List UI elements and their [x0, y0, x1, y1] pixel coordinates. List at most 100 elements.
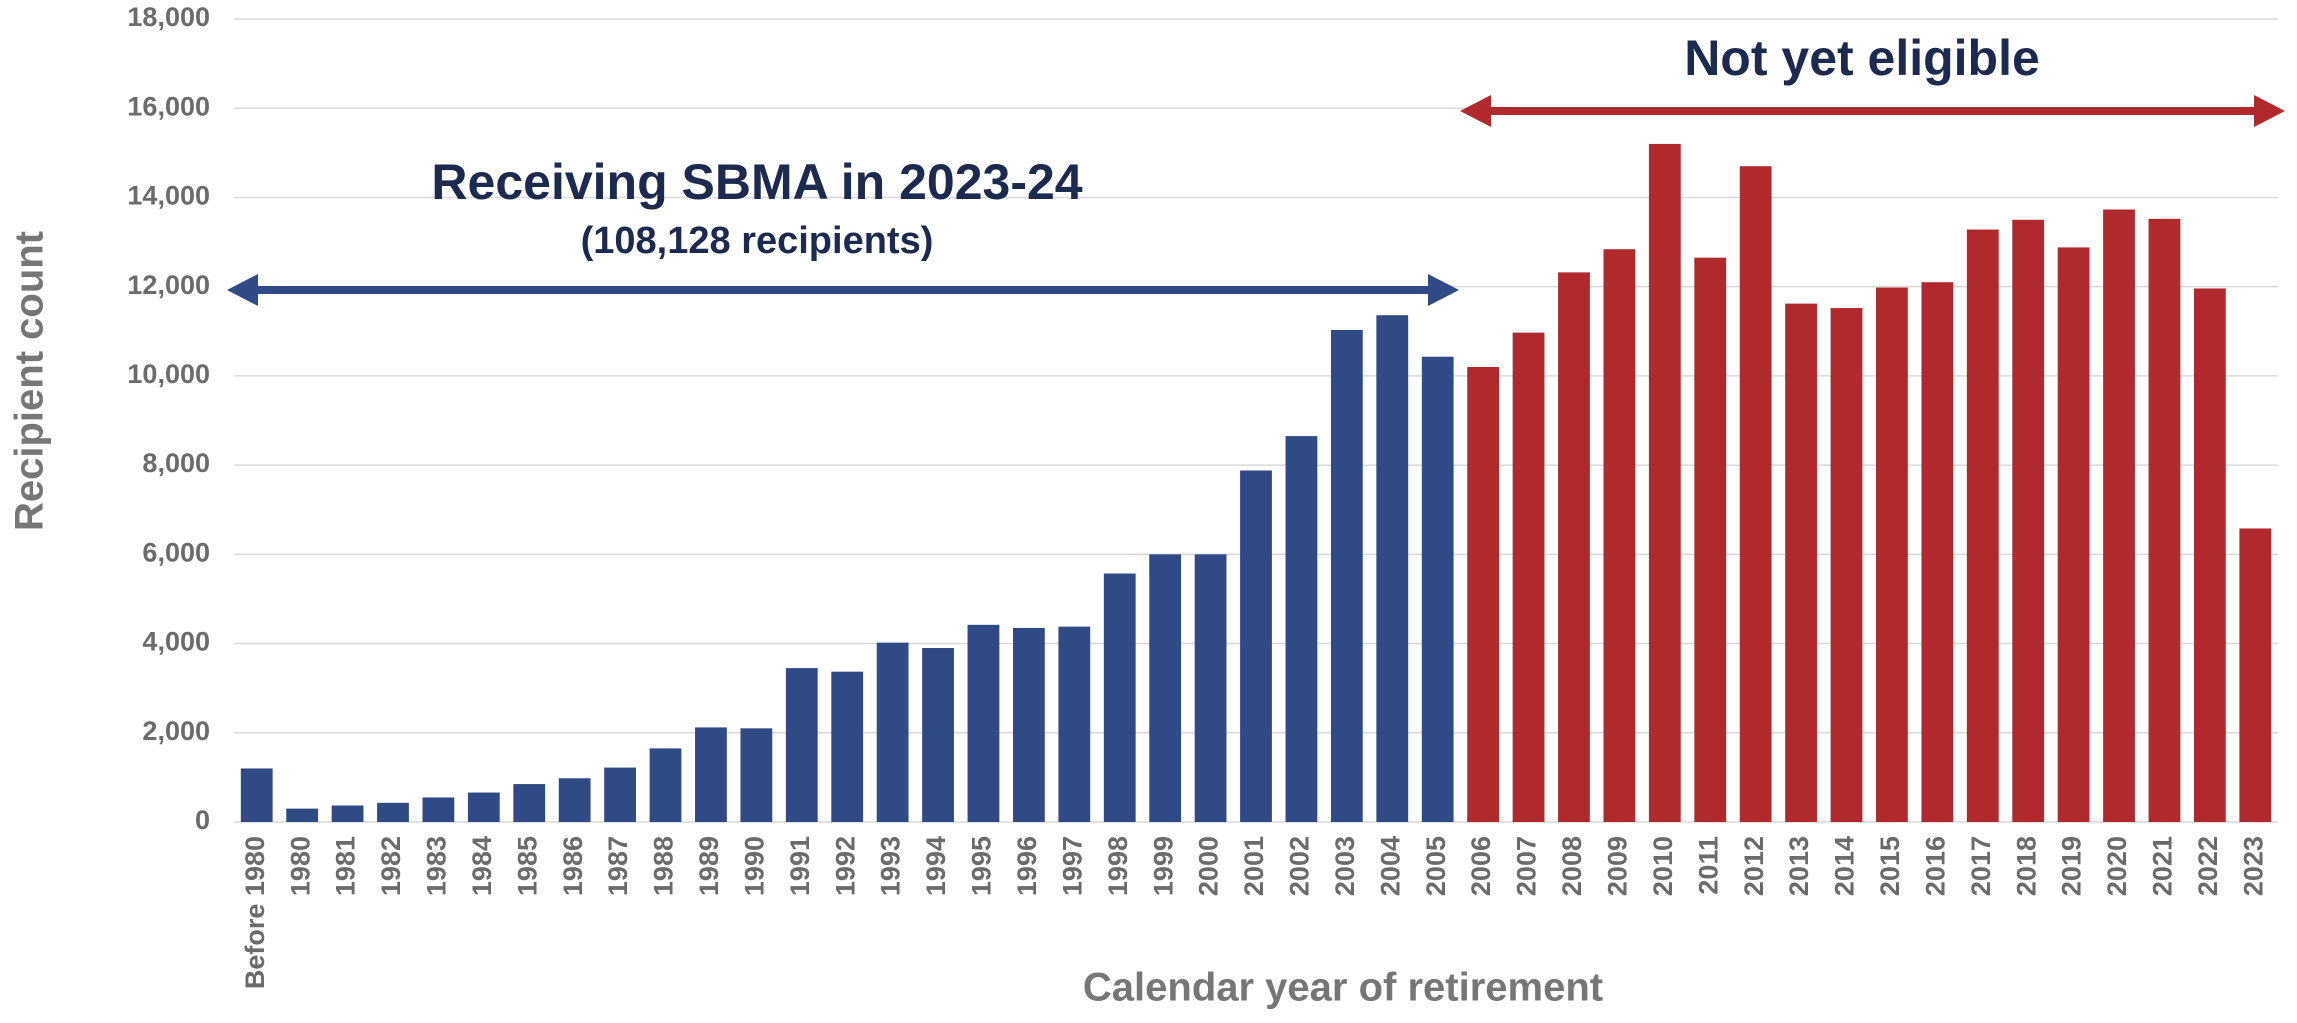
- x-tick-label: 2014: [1830, 836, 1860, 896]
- bar: [1830, 308, 1863, 823]
- bar: [1421, 356, 1454, 822]
- x-tick-label: 2019: [2057, 836, 2087, 896]
- bar: [331, 805, 364, 822]
- bar: [1876, 287, 1908, 822]
- bar: [695, 727, 727, 822]
- bar: [1194, 554, 1227, 822]
- bar: [377, 802, 409, 822]
- x-tick-label: 1981: [331, 836, 361, 896]
- bar: [1240, 470, 1272, 822]
- bar: [2103, 209, 2135, 822]
- bar: [467, 792, 500, 822]
- annotation: (108,128 recipients): [581, 220, 934, 262]
- y-tick-label: 2,000: [142, 716, 210, 746]
- x-tick-label: 1992: [830, 836, 860, 896]
- bar: [1149, 554, 1182, 822]
- x-tick-label: 2003: [1330, 836, 1360, 896]
- bar: [604, 767, 636, 822]
- x-tick-label: 1991: [785, 836, 815, 896]
- x-tick-label: 2021: [2148, 836, 2178, 896]
- x-tick-label: 1995: [967, 836, 997, 896]
- x-tick-label: 2009: [1603, 836, 1633, 896]
- x-tick-label: 2020: [2102, 836, 2132, 896]
- x-tick-label: 2015: [1875, 836, 1905, 896]
- bar: [1012, 627, 1045, 822]
- x-tick-label: 2000: [1194, 836, 1224, 896]
- y-tick-label: 0: [195, 805, 210, 835]
- x-tick-label: 2022: [2193, 836, 2223, 896]
- x-tick-label: 1990: [739, 836, 769, 896]
- bar: [1058, 626, 1091, 822]
- bar: [2193, 288, 2226, 822]
- x-tick-label: 2005: [1421, 836, 1451, 896]
- y-axis-title: Recipient count: [8, 231, 52, 531]
- x-tick-label: 1987: [603, 836, 633, 896]
- x-tick-label: 1999: [1148, 836, 1178, 896]
- x-tick-label: 1986: [558, 836, 588, 896]
- bar: [1694, 257, 1727, 822]
- x-tick-label: 2010: [1648, 836, 1678, 896]
- bar: [286, 808, 319, 822]
- y-tick-label: 10,000: [127, 359, 210, 389]
- y-tick-label: 6,000: [142, 537, 210, 567]
- x-tick-label: 1996: [1012, 836, 1042, 896]
- bar: [240, 768, 273, 822]
- x-tick-label: Before 1980: [240, 836, 270, 989]
- x-tick-label: 2018: [2011, 836, 2041, 896]
- bar: [2239, 528, 2272, 822]
- x-tick-label: 1982: [376, 836, 406, 896]
- bar: [922, 648, 954, 822]
- y-tick-label: 18,000: [127, 2, 210, 32]
- bar: [2148, 218, 2181, 822]
- y-tick-label: 8,000: [142, 448, 210, 478]
- x-tick-label: 2007: [1512, 836, 1542, 896]
- annotation: Not yet eligible: [1684, 30, 2040, 86]
- x-tick-label: 2004: [1375, 836, 1405, 896]
- x-tick-label: 1994: [921, 836, 951, 896]
- bar: [2057, 247, 2090, 823]
- y-tick-label: 4,000: [142, 627, 210, 657]
- x-tick-label: 2023: [2238, 836, 2268, 896]
- bar: [649, 748, 682, 822]
- x-axis-title: Calendar year of retirement: [1083, 966, 1603, 1010]
- x-tick-label: 2006: [1466, 836, 1496, 896]
- bar: [558, 778, 591, 822]
- bar: [1648, 143, 1681, 822]
- x-tick-label: 1993: [876, 836, 906, 896]
- x-tick-label: 1997: [1057, 836, 1087, 896]
- annotation: Receiving SBMA in 2023-24: [431, 154, 1082, 210]
- red-arrow: [1460, 95, 2285, 127]
- bar: [1330, 329, 1363, 822]
- bar: [1921, 282, 1954, 822]
- x-tick-label: 1984: [467, 836, 497, 896]
- x-tick-label: 1985: [512, 836, 542, 896]
- x-tick-label: 2012: [1739, 836, 1769, 896]
- bar: [513, 784, 546, 822]
- y-tick-label: 14,000: [127, 181, 210, 211]
- x-tick-label: 2017: [1966, 836, 1996, 896]
- bars: [240, 143, 2272, 823]
- x-tick-label: 1980: [285, 836, 315, 896]
- bar: [1785, 303, 1817, 822]
- bar: [831, 671, 864, 822]
- x-tick-label: 1983: [422, 836, 452, 896]
- x-tick-label: 1998: [1103, 836, 1133, 896]
- x-tick-label: 2013: [1784, 836, 1814, 896]
- x-tick-label: 2002: [1285, 836, 1315, 896]
- bar: [1512, 332, 1545, 822]
- x-tick-label: 2016: [1920, 836, 1950, 896]
- x-tick-label: 2001: [1239, 836, 1269, 896]
- bar: [2012, 219, 2045, 822]
- bar: [1558, 272, 1590, 822]
- bar: [967, 624, 1000, 822]
- y-tick-label: 12,000: [127, 270, 210, 300]
- x-tick-label: 2011: [1693, 836, 1723, 895]
- bar: [1285, 436, 1318, 822]
- x-tick-label: 1989: [694, 836, 724, 896]
- bar: [1467, 366, 1500, 822]
- bar: [1966, 229, 1999, 822]
- bar: [1603, 249, 1636, 822]
- bar: [1103, 573, 1136, 822]
- bar: [740, 728, 773, 822]
